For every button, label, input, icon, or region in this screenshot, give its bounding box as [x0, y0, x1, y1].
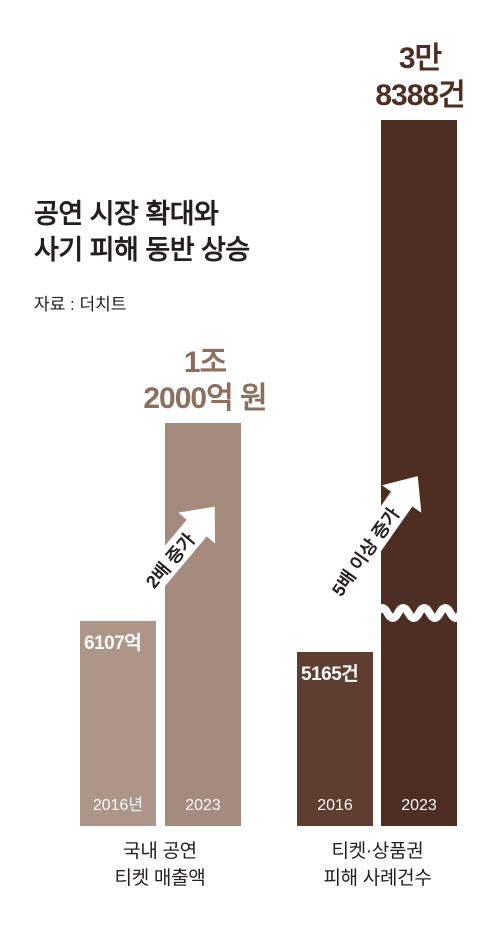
tick-label-ticket-sales-1: 2023: [185, 797, 221, 814]
value-label-ticket-sales-2023-line-1: 1조: [184, 346, 227, 379]
value-label-ticket-sales-2023-line-2: 2000억 원: [143, 382, 266, 415]
category-label-ticket-sales-line-1: 국내 공연: [123, 841, 197, 862]
bar-fraud-cases-1: [381, 120, 457, 826]
category-label-fraud-cases-line-1: 티켓·상품권: [331, 841, 424, 862]
category-label-fraud-cases: 티켓·상품권 피해 사례건수: [295, 838, 460, 892]
chart-title-line-2: 사기 피해 동반 상승: [34, 235, 250, 265]
chart-title: 공연 시장 확대와 사기 피해 동반 상승: [34, 196, 250, 268]
axis-break-wave: [373, 604, 465, 622]
bar-ticket-sales-1: [165, 423, 241, 826]
category-label-fraud-cases-line-2: 피해 사례건수: [323, 868, 432, 889]
category-label-ticket-sales: 국내 공연 티켓 매출액: [80, 838, 240, 892]
value-label-fraud-cases-2023-line-2: 8388건: [375, 79, 464, 112]
tick-label-fraud-cases-0: 2016: [317, 797, 353, 814]
tick-label-ticket-sales-0: 2016년: [93, 796, 143, 814]
category-label-ticket-sales-line-2: 티켓 매출액: [114, 868, 206, 889]
chart-title-line-1: 공연 시장 확대와: [34, 199, 219, 229]
value-label-fraud-cases-2023-line-1: 3만: [399, 42, 443, 75]
value-label-fraud-cases-2016: 5165건: [301, 663, 358, 685]
value-label-ticket-sales-2016: 6107억: [84, 632, 141, 654]
bar-ticket-sales-0: [80, 620, 156, 826]
source-note: 자료 : 더치트: [34, 295, 127, 314]
bar-fraud-cases-0: [297, 652, 373, 826]
tick-label-fraud-cases-1: 2023: [401, 797, 437, 814]
